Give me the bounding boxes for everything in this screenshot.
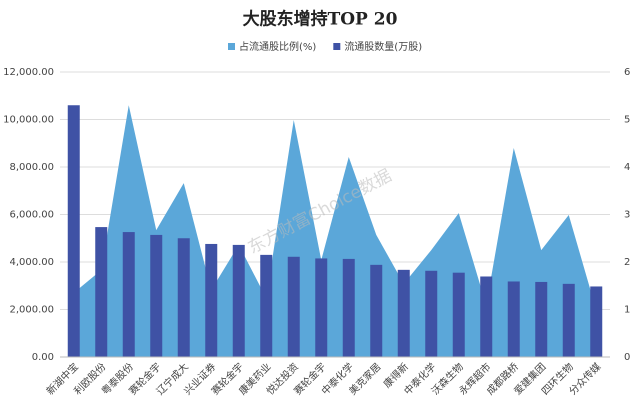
y-tick-label: 2,000.00: [9, 305, 54, 316]
y2-tick-label: 2: [624, 257, 630, 268]
y2-tick-label: 3: [624, 210, 630, 221]
bar: [370, 264, 383, 357]
legend-swatch: [333, 43, 341, 50]
bar: [150, 234, 163, 357]
bar: [177, 238, 190, 357]
bar: [122, 232, 135, 357]
bar: [480, 276, 493, 357]
bar: [452, 272, 465, 357]
y-tick-label: 12,000.00: [3, 67, 54, 78]
chart-title: 大股东增持TOP 20: [243, 9, 398, 30]
bar: [95, 227, 108, 357]
bar: [67, 105, 80, 357]
bar: [315, 258, 328, 357]
bar: [397, 269, 410, 357]
bar: [562, 283, 575, 357]
y-tick-label: 0.00: [32, 352, 54, 363]
y2-tick-label: 0: [624, 352, 630, 363]
bar: [535, 281, 548, 357]
y-tick-label: 10,000.00: [3, 115, 54, 126]
y2-tick-label: 6: [624, 67, 630, 78]
bar: [507, 281, 520, 357]
bar: [260, 254, 273, 357]
legend-swatch: [228, 43, 235, 50]
y2-tick-label: 1: [624, 305, 630, 316]
bar: [590, 286, 603, 357]
area: [73, 105, 597, 357]
bar: [287, 256, 300, 357]
legend-label: 流通股数量(万股): [344, 40, 422, 53]
y2-tick-label: 4: [624, 162, 630, 173]
bar: [205, 243, 218, 357]
bar: [342, 258, 355, 357]
y-tick-label: 6,000.00: [9, 210, 54, 221]
bar: [425, 270, 438, 357]
y2-tick-label: 5: [624, 115, 630, 126]
y-tick-label: 8,000.00: [9, 162, 54, 173]
bar: [232, 244, 245, 357]
y-tick-label: 4,000.00: [9, 257, 54, 268]
legend-label: 占流通股比例(%): [239, 40, 316, 53]
